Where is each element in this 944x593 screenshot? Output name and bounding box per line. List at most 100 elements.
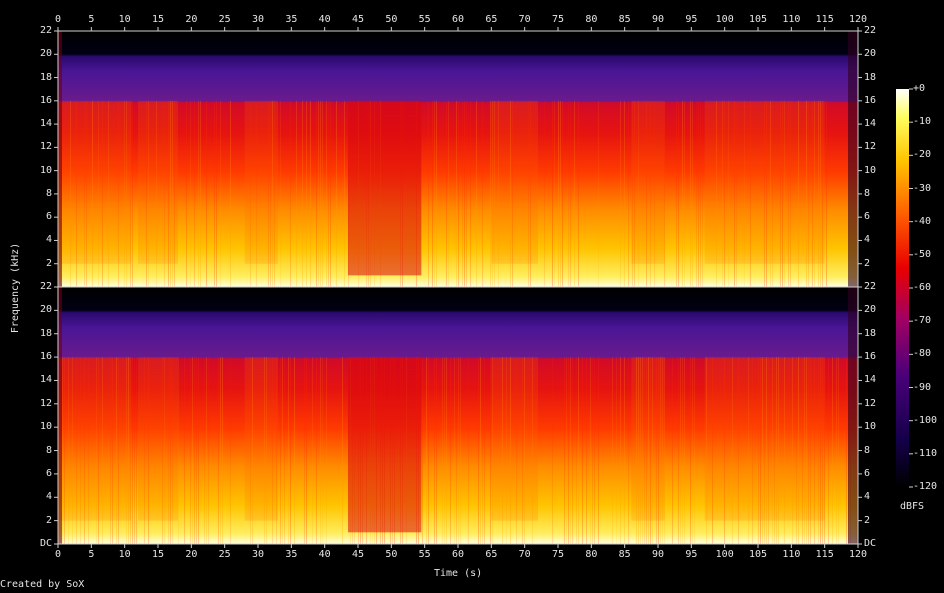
x-tick-label: 10: [118, 14, 131, 25]
texture-stripe: [64, 357, 65, 544]
y-tick-label: 2: [864, 257, 871, 269]
texture-stripe: [190, 357, 191, 544]
y-tick-label: 22: [864, 25, 877, 36]
texture-stripe: [198, 100, 199, 288]
x-tick-label: 50: [385, 14, 398, 25]
texture-stripe: [162, 357, 163, 544]
texture-stripe: [638, 100, 639, 288]
x-tick-label: 25: [218, 549, 231, 560]
colorbar-label: dBFS: [900, 501, 925, 512]
texture-stripe: [690, 100, 691, 288]
x-tick-label: 60: [452, 14, 465, 25]
texture-stripe: [672, 357, 673, 544]
texture-stripe: [76, 357, 77, 544]
texture-stripe: [512, 100, 513, 288]
texture-stripe: [274, 100, 275, 288]
texture-stripe: [574, 100, 575, 288]
x-tick-label: 95: [685, 549, 698, 560]
texture-stripe: [304, 357, 305, 544]
y-tick-label: 10: [40, 421, 53, 433]
texture-stripe: [530, 100, 531, 288]
texture-stripe: [98, 100, 99, 288]
texture-stripe: [302, 100, 303, 288]
texture-stripe: [172, 100, 173, 288]
spectrum-fill: [58, 31, 858, 287]
texture-stripe: [448, 100, 449, 288]
texture-stripe: [98, 357, 99, 544]
texture-stripe: [784, 100, 785, 288]
texture-stripe: [696, 100, 697, 288]
texture-stripe: [316, 357, 317, 544]
texture-stripe: [204, 357, 205, 544]
texture-stripe: [428, 100, 429, 288]
texture-stripe: [164, 357, 165, 544]
texture-stripe: [170, 100, 171, 288]
texture-stripe: [470, 100, 471, 288]
texture-stripe: [638, 357, 639, 544]
texture-stripe: [208, 357, 209, 544]
texture-stripe: [502, 357, 503, 544]
texture-stripe: [290, 100, 291, 288]
texture-stripe: [250, 357, 251, 544]
x-tick-label: 55: [418, 549, 431, 560]
spectrogram-panel-upper: [57, 30, 859, 288]
texture-stripe: [576, 357, 577, 544]
x-tick-label: 20: [185, 14, 198, 25]
texture-stripe: [172, 357, 173, 544]
y-tick-label: 6: [864, 467, 871, 479]
texture-stripe: [734, 100, 735, 288]
texture-stripe: [264, 357, 265, 544]
texture-stripe: [432, 100, 433, 288]
texture-stripe: [678, 100, 679, 288]
colorbar-tick-label: -90: [913, 381, 932, 393]
x-tick-label: 70: [518, 14, 531, 25]
texture-stripe: [722, 100, 723, 288]
texture-stripe: [664, 357, 665, 544]
colorbar-tick-label: -80: [913, 348, 932, 360]
texture-stripe: [344, 100, 345, 288]
texture-stripe: [230, 357, 231, 544]
texture-stripe: [92, 100, 93, 288]
texture-stripe: [214, 100, 215, 288]
texture-stripe: [434, 100, 435, 288]
texture-stripe: [190, 100, 191, 288]
texture-stripe: [558, 100, 559, 288]
y-tick-label: 12: [864, 141, 877, 153]
texture-stripe: [88, 357, 89, 544]
texture-stripe: [80, 357, 81, 544]
texture-stripe: [764, 357, 765, 544]
texture-stripe: [272, 100, 273, 288]
texture-stripe: [326, 100, 327, 288]
texture-stripe: [444, 357, 445, 544]
x-tick-label: 100: [715, 14, 734, 25]
x-tick-label: 75: [552, 549, 565, 560]
texture-stripe: [510, 357, 511, 544]
texture-stripe: [814, 357, 815, 544]
texture-stripe: [250, 100, 251, 288]
loud-passage: [631, 100, 665, 264]
texture-stripe: [828, 357, 829, 544]
texture-stripe: [808, 357, 809, 544]
texture-stripe: [342, 357, 343, 544]
texture-stripe: [62, 357, 63, 544]
texture-stripe: [762, 357, 763, 544]
texture-stripe: [336, 100, 337, 288]
texture-stripe: [568, 100, 569, 288]
texture-stripe: [148, 357, 149, 544]
texture-stripe: [636, 357, 637, 544]
y-tick-label: 4: [46, 491, 53, 503]
texture-stripe: [422, 357, 423, 544]
texture-stripe: [712, 357, 713, 544]
x-tick-label: 10: [118, 549, 131, 560]
texture-stripe: [624, 100, 625, 288]
texture-stripe: [272, 357, 273, 544]
texture-stripe: [206, 357, 207, 544]
texture-stripe: [284, 357, 285, 544]
texture-stripe: [490, 357, 491, 544]
texture-stripe: [450, 357, 451, 544]
texture-stripe: [650, 100, 651, 288]
y-tick-label: 16: [864, 94, 877, 106]
texture-stripe: [564, 357, 565, 544]
y-tick-label: 6: [46, 211, 53, 223]
